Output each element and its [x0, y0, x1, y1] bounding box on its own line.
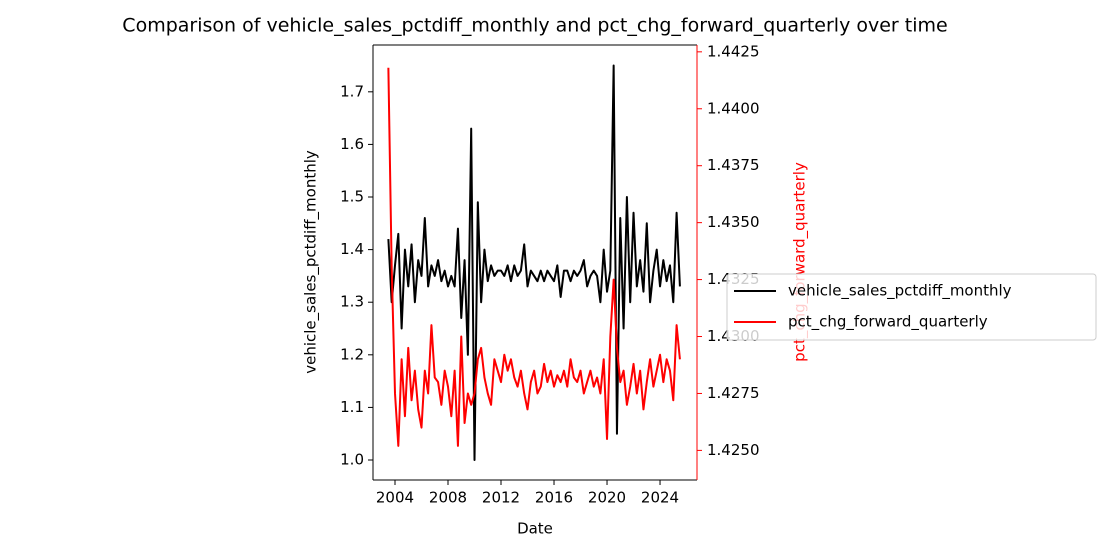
x-tick-label: 2016	[535, 489, 573, 507]
x-tick-label: 2012	[482, 489, 520, 507]
data-line	[387, 64, 681, 462]
y-tick-label: 1.6	[340, 135, 364, 153]
y2-tick-label: 1.4275	[707, 384, 760, 402]
y-tick-label: 1.0	[340, 451, 364, 469]
x-tick-label: 2024	[641, 489, 679, 507]
data-line	[387, 67, 681, 447]
x-tick-label: 2020	[588, 489, 626, 507]
y2-tick-label: 1.4375	[707, 156, 760, 174]
y-tick-label: 1.2	[340, 345, 364, 363]
chart-title: Comparison of vehicle_sales_pctdiff_mont…	[122, 15, 947, 37]
x-tick-label: 2004	[376, 489, 414, 507]
y-tick-label: 1.4	[340, 240, 364, 258]
y2-tick-label: 1.4350	[707, 213, 760, 231]
y2-tick-label: 1.4400	[707, 99, 760, 117]
y2-tick-label: 1.4425	[707, 42, 760, 60]
legend-box	[726, 273, 1097, 341]
legend-label: vehicle_sales_pctdiff_monthly	[788, 282, 1012, 301]
x-axis-label: Date	[517, 520, 553, 538]
y-tick-label: 1.1	[340, 398, 364, 416]
y-tick-label: 1.5	[340, 188, 364, 206]
y-axis-label: vehicle_sales_pctdiff_monthly	[302, 150, 321, 374]
y2-tick-label: 1.4250	[707, 441, 760, 459]
legend-label: pct_chg_forward_quarterly	[788, 313, 988, 332]
x-tick-label: 2008	[429, 489, 467, 507]
y-tick-label: 1.3	[340, 293, 364, 311]
y-tick-label: 1.7	[340, 82, 364, 100]
